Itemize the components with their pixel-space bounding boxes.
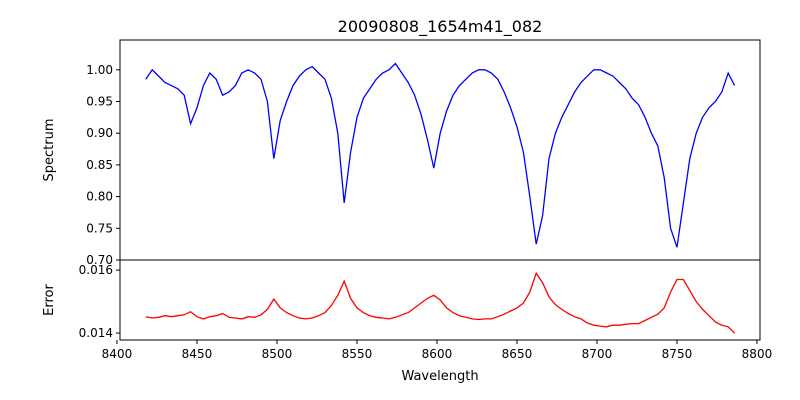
- error-y-label: Error: [42, 284, 57, 316]
- spectrum-series-line: [145, 62, 736, 248]
- x-tick-label: 8400: [102, 347, 133, 361]
- error-series-line: [145, 271, 736, 334]
- chart-title: 20090808_1654m41_082: [338, 17, 543, 37]
- spectrum-y-tick-label: 0.95: [86, 94, 113, 108]
- spectrum-y-tick-label: 0.75: [86, 221, 113, 235]
- spectrum-y-tick-label: 0.80: [86, 190, 113, 204]
- spectrum-y-tick-label: 0.90: [86, 126, 113, 140]
- error-y-tick-label: 0.016: [79, 263, 113, 277]
- x-axis-label: Wavelength: [401, 369, 478, 384]
- x-tick-label: 8600: [422, 347, 453, 361]
- spectrum-y-tick-label: 1.00: [86, 63, 113, 77]
- x-tick-label: 8550: [342, 347, 373, 361]
- x-tick-label: 8800: [742, 347, 773, 361]
- spectrum-y-tick-label: 0.85: [86, 158, 113, 172]
- error-panel: 0.014 0.016 8400 8450 8500 8550 8600 8650 8700 87…: [79, 259, 773, 361]
- x-tick-label: 8650: [502, 347, 533, 361]
- spectrum-y-label: Spectrum: [42, 119, 57, 182]
- x-tick-label: 8450: [182, 347, 213, 361]
- spectrum-y-tick-label: 0.70: [86, 253, 113, 267]
- error-y-tick-label: 0.014: [79, 326, 113, 340]
- x-tick-label: 8500: [262, 347, 293, 361]
- x-tick-label: 8700: [582, 347, 613, 361]
- x-tick-label: 8750: [662, 347, 693, 361]
- error-axes-frame: [119, 259, 761, 341]
